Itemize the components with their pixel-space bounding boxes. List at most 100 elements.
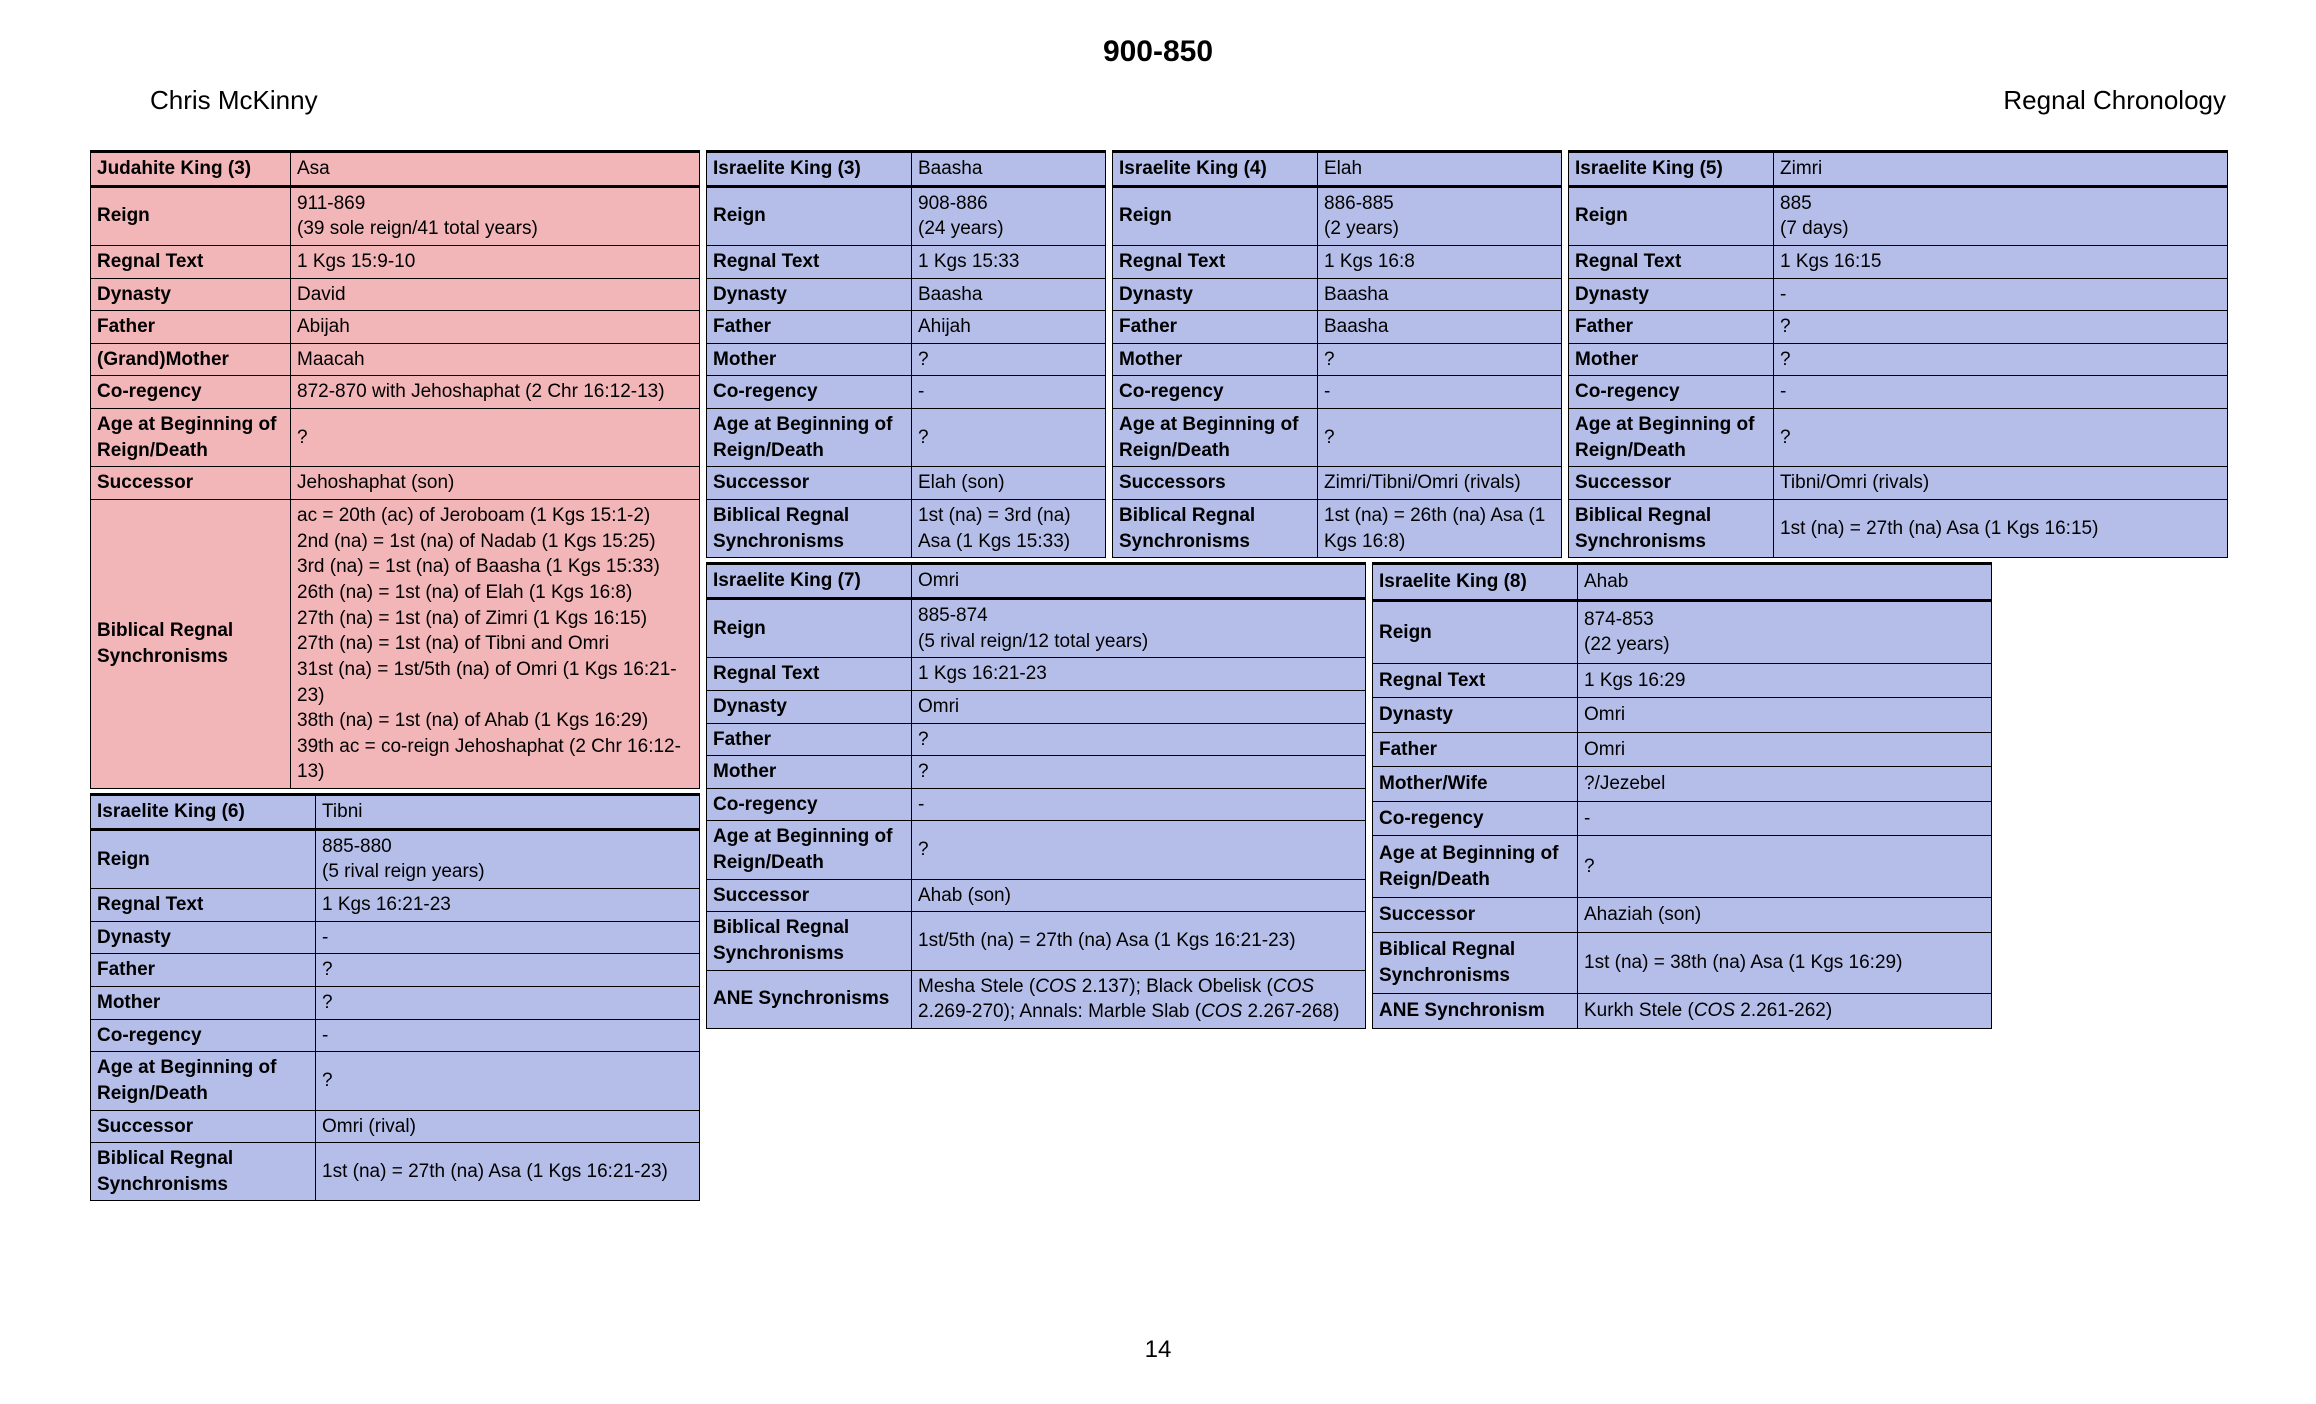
tibni-dyn: - — [316, 921, 700, 954]
asa-reign: 911-869 (39 sole reign/41 total years) — [291, 186, 700, 245]
omri-ane: Mesha Stele (COS 2.137); Black Obelisk (… — [912, 970, 1366, 1028]
ahab-ane-label: ANE Synchronism — [1373, 994, 1578, 1029]
elah-cor-label: Co-regency — [1113, 376, 1318, 409]
omri-head-label: Israelite King (7) — [707, 564, 912, 599]
elah-sync-label: Biblical Regnal Synchronisms — [1113, 500, 1318, 558]
ahab-dyn-label: Dynasty — [1373, 698, 1578, 733]
asa-father: Abijah — [291, 311, 700, 344]
elah-dyn: Baasha — [1318, 278, 1562, 311]
zimri-age-label: Age at Beginning of Reign/Death — [1569, 409, 1774, 467]
omri-cor: - — [912, 788, 1366, 821]
elah-mother-label: Mother — [1113, 343, 1318, 376]
tibni-sync-label: Biblical Regnal Synchronisms — [91, 1143, 316, 1201]
zimri-reign: 885 (7 days) — [1774, 186, 2228, 245]
tibni-suc-label: Successor — [91, 1110, 316, 1143]
tibni-father-label: Father — [91, 954, 316, 987]
asa-sync: ac = 20th (ac) of Jeroboam (1 Kgs 15:1-2… — [291, 500, 700, 789]
page-header: 900-850 Chris McKinny Regnal Chronology — [90, 30, 2226, 150]
omri-mother-label: Mother — [707, 756, 912, 789]
asa-age: ? — [291, 409, 700, 467]
tibni-sync: 1st (na) = 27th (na) Asa (1 Kgs 16:21-23… — [316, 1143, 700, 1201]
omri-father: ? — [912, 723, 1366, 756]
card-asa: Judahite King (3) Asa Reign 911-869 (39 … — [90, 150, 700, 789]
content-grid: Judahite King (3) Asa Reign 911-869 (39 … — [90, 150, 2226, 1201]
baasha-reign-label: Reign — [707, 186, 912, 245]
elah-reign-label: Reign — [1113, 186, 1318, 245]
zimri-sync-label: Biblical Regnal Synchronisms — [1569, 500, 1774, 558]
elah-reign: 886-885 (2 years) — [1318, 186, 1562, 245]
ahab-mw-label: Mother/Wife — [1373, 767, 1578, 802]
column-right: Israelite King (3) Baasha Reign 908-886 … — [706, 150, 2228, 1201]
tibni-age-label: Age at Beginning of Reign/Death — [91, 1052, 316, 1110]
elah-father-label: Father — [1113, 311, 1318, 344]
ahab-reign-label: Reign — [1373, 600, 1578, 663]
card-omri: Israelite King (7) Omri Reign 885-874 (5… — [706, 562, 1366, 1029]
zimri-reign-label: Reign — [1569, 186, 1774, 245]
baasha-age-label: Age at Beginning of Reign/Death — [707, 409, 912, 467]
baasha-age: ? — [912, 409, 1106, 467]
ahab-head-label: Israelite King (8) — [1373, 564, 1578, 601]
elah-mother: ? — [1318, 343, 1562, 376]
asa-suc-label: Successor — [91, 467, 291, 500]
omri-age: ? — [912, 821, 1366, 879]
asa-cor-label: Co-regency — [91, 376, 291, 409]
asa-cor: 872-870 with Jehoshaphat (2 Chr 16:12-13… — [291, 376, 700, 409]
ahab-father: Omri — [1578, 732, 1992, 767]
page-title: 900-850 — [90, 35, 2226, 69]
zimri-rt-label: Regnal Text — [1569, 245, 1774, 278]
ahab-name: Ahab — [1578, 564, 1992, 601]
omri-rt: 1 Kgs 16:21-23 — [912, 658, 1366, 691]
elah-father: Baasha — [1318, 311, 1562, 344]
author-name: Chris McKinny — [150, 85, 318, 116]
asa-father-label: Father — [91, 311, 291, 344]
tibni-rt-label: Regnal Text — [91, 889, 316, 922]
omri-ane-label: ANE Synchronisms — [707, 970, 912, 1028]
ahab-father-label: Father — [1373, 732, 1578, 767]
tibni-rt: 1 Kgs 16:21-23 — [316, 889, 700, 922]
baasha-cor: - — [912, 376, 1106, 409]
zimri-rt: 1 Kgs 16:15 — [1774, 245, 2228, 278]
baasha-father: Ahijah — [912, 311, 1106, 344]
tibni-age: ? — [316, 1052, 700, 1110]
ahab-age: ? — [1578, 836, 1992, 898]
ahab-rt: 1 Kgs 16:29 — [1578, 663, 1992, 698]
zimri-sync: 1st (na) = 27th (na) Asa (1 Kgs 16:15) — [1774, 500, 2228, 558]
zimri-head-label: Israelite King (5) — [1569, 152, 1774, 187]
ahab-sync-label: Biblical Regnal Synchronisms — [1373, 932, 1578, 994]
elah-rt-label: Regnal Text — [1113, 245, 1318, 278]
tibni-name: Tibni — [316, 795, 700, 830]
tibni-reign: 885-880 (5 rival reign years) — [316, 829, 700, 888]
tibni-reign-label: Reign — [91, 829, 316, 888]
asa-rt: 1 Kgs 15:9-10 — [291, 245, 700, 278]
tibni-cor-label: Co-regency — [91, 1019, 316, 1052]
zimri-father: ? — [1774, 311, 2228, 344]
elah-age: ? — [1318, 409, 1562, 467]
elah-cor: - — [1318, 376, 1562, 409]
baasha-sync-label: Biblical Regnal Synchronisms — [707, 500, 912, 558]
zimri-cor: - — [1774, 376, 2228, 409]
card-elah: Israelite King (4) Elah Reign 886-885 (2… — [1112, 150, 1562, 558]
omri-sync-label: Biblical Regnal Synchronisms — [707, 912, 912, 970]
card-baasha: Israelite King (3) Baasha Reign 908-886 … — [706, 150, 1106, 558]
baasha-rt: 1 Kgs 15:33 — [912, 245, 1106, 278]
omri-cor-label: Co-regency — [707, 788, 912, 821]
asa-age-label: Age at Beginning of Reign/Death — [91, 409, 291, 467]
omri-mother: ? — [912, 756, 1366, 789]
omri-dyn: Omri — [912, 690, 1366, 723]
zimri-suc: Tibni/Omri (rivals) — [1774, 467, 2228, 500]
asa-reign-label: Reign — [91, 186, 291, 245]
baasha-dyn: Baasha — [912, 278, 1106, 311]
tibni-cor: - — [316, 1019, 700, 1052]
zimri-mother: ? — [1774, 343, 2228, 376]
asa-dyn-label: Dynasty — [91, 278, 291, 311]
zimri-mother-label: Mother — [1569, 343, 1774, 376]
baasha-rt-label: Regnal Text — [707, 245, 912, 278]
asa-gm: Maacah — [291, 343, 700, 376]
zimri-dyn-label: Dynasty — [1569, 278, 1774, 311]
baasha-mother: ? — [912, 343, 1106, 376]
card-ahab: Israelite King (8) Ahab Reign 874-853 (2… — [1372, 562, 1992, 1029]
elah-sucs: Zimri/Tibni/Omri (rivals) — [1318, 467, 1562, 500]
elah-name: Elah — [1318, 152, 1562, 187]
ahab-mw: ?/Jezebel — [1578, 767, 1992, 802]
elah-dyn-label: Dynasty — [1113, 278, 1318, 311]
